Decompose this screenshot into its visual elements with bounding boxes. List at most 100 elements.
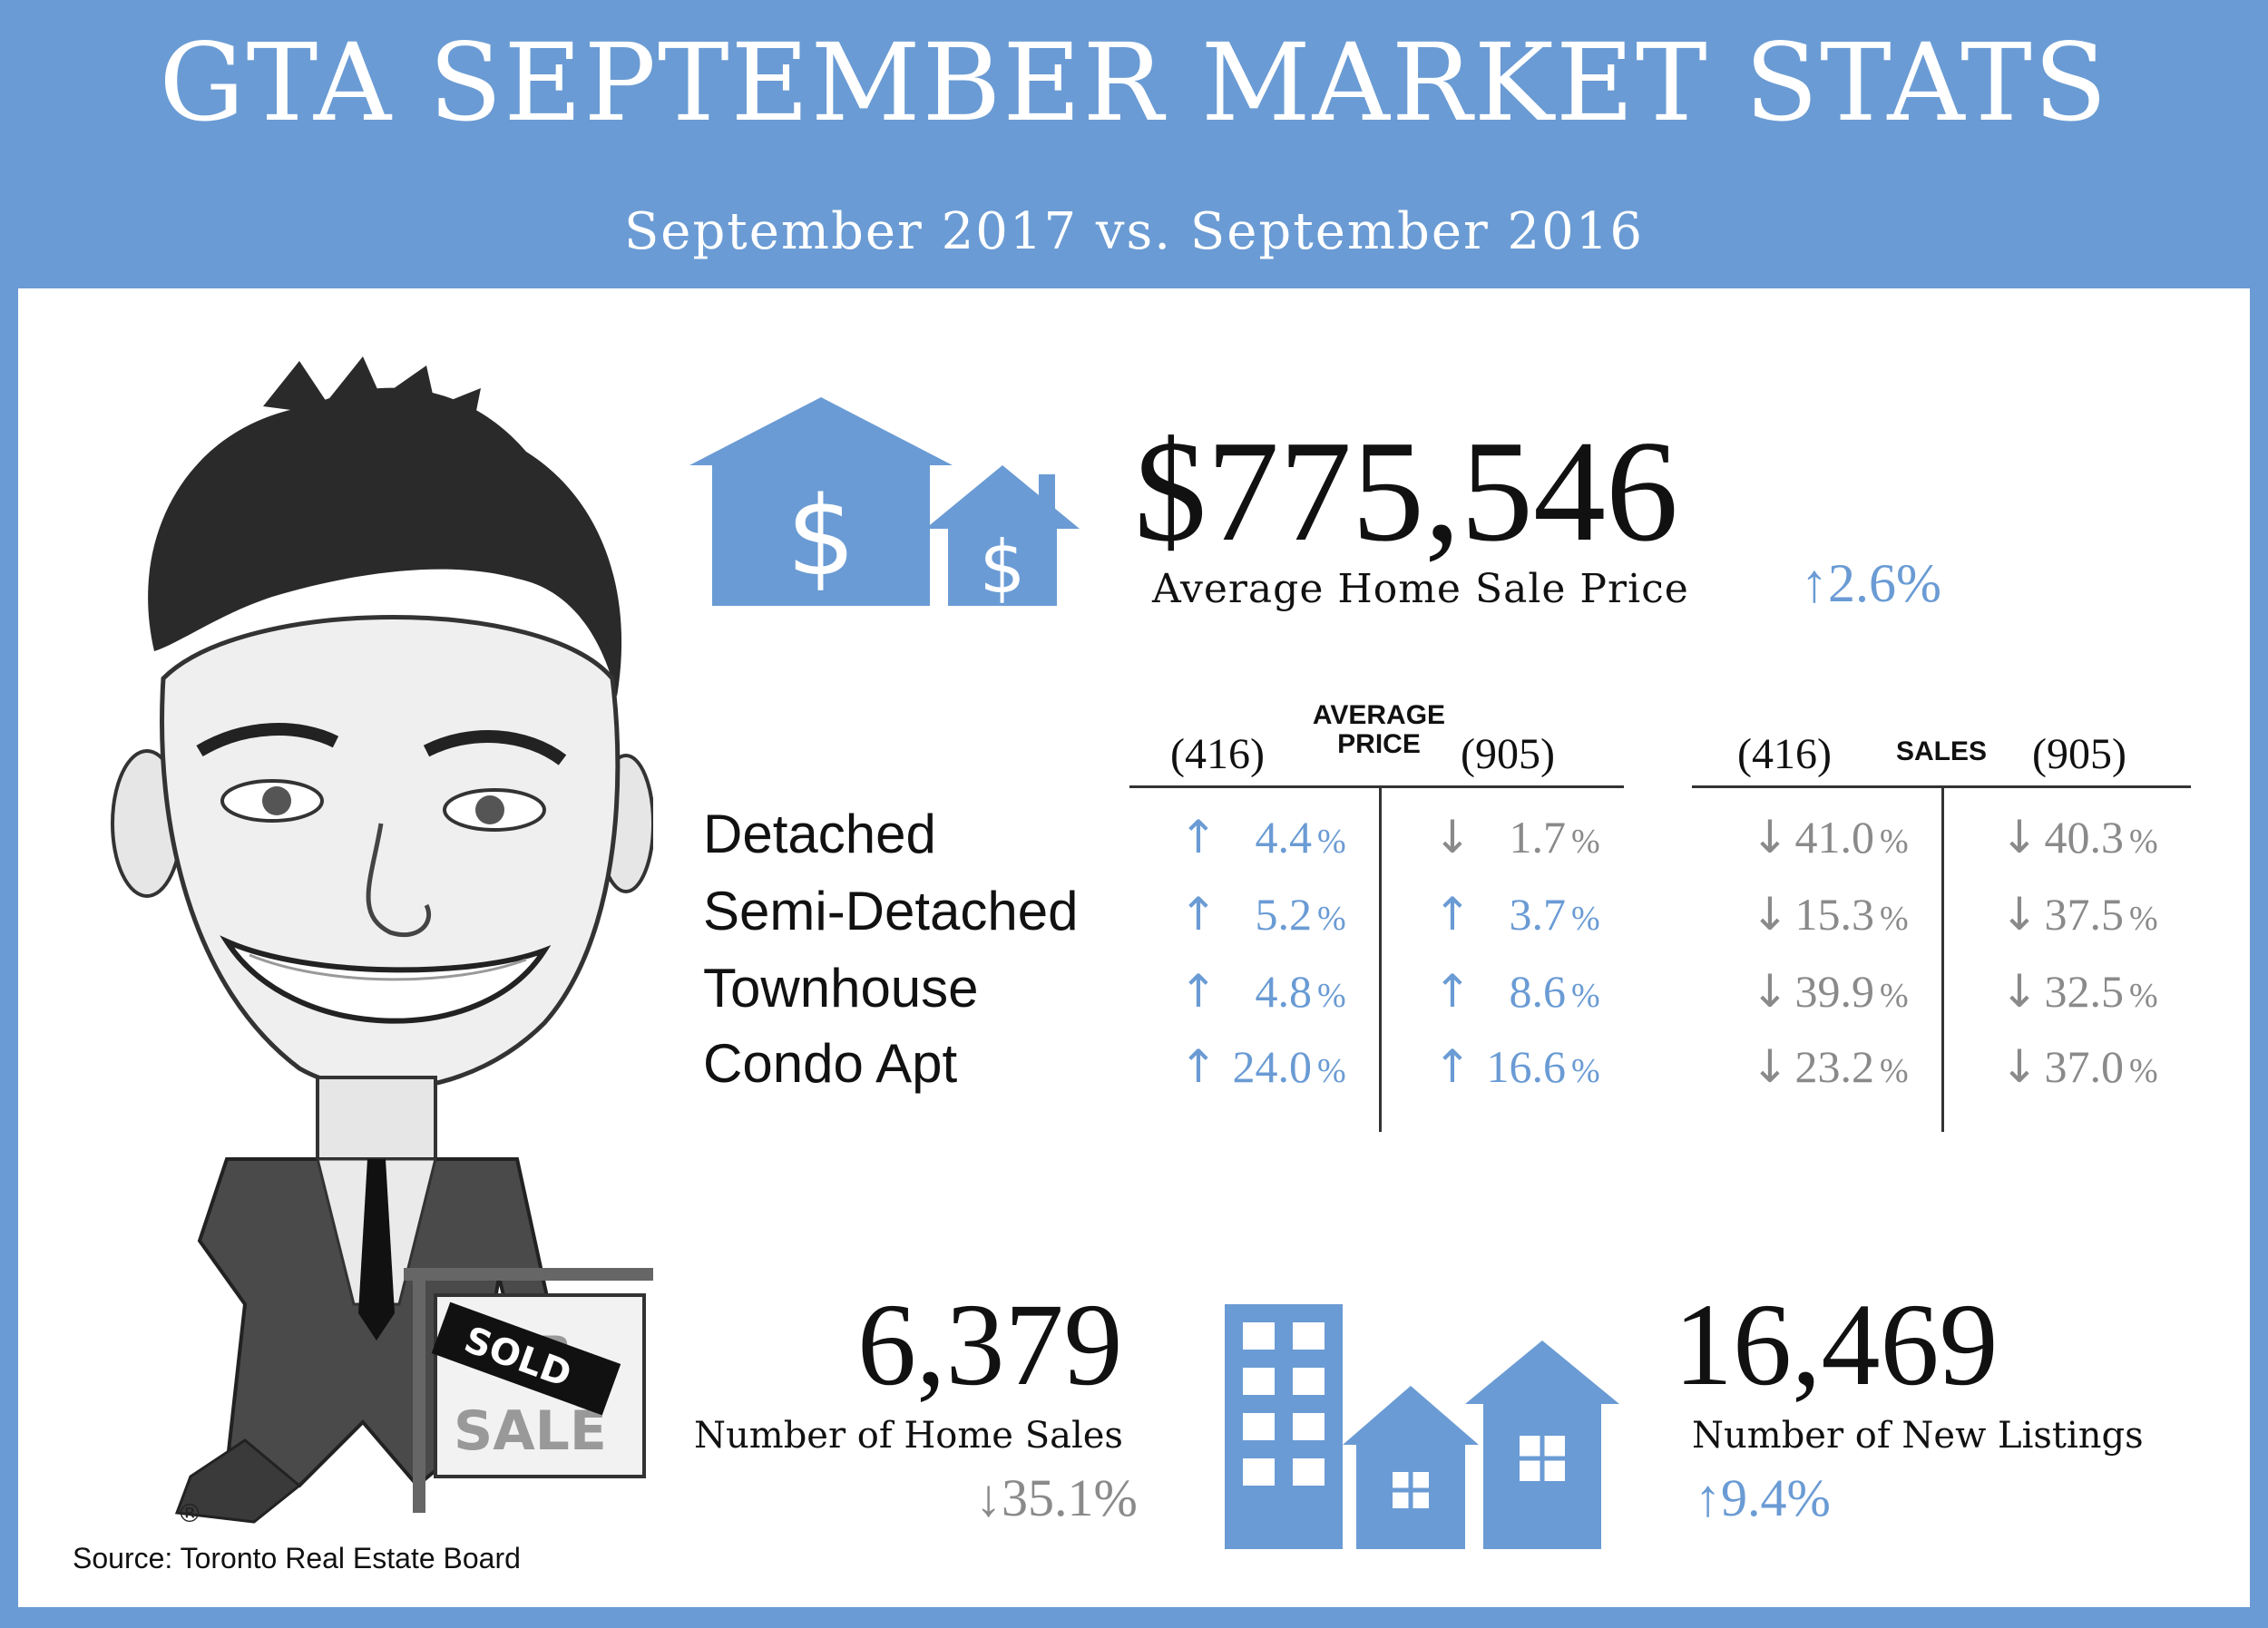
percent-symbol: % (2129, 900, 2158, 938)
up-arrow-icon: ↑ (1179, 1040, 1217, 1093)
row-label: Townhouse (703, 958, 979, 1019)
table-cell-value: 32.5 (2044, 966, 2125, 1017)
up-arrow-icon: ↑ (1179, 888, 1217, 941)
percent-symbol: % (2129, 977, 2158, 1015)
table-cell-sales-905: ↓ 32.5% (2000, 969, 2182, 1014)
table-cell-price-416: ↑ 24.0% (1179, 1044, 1365, 1089)
row-label: Condo Apt (703, 1033, 958, 1094)
table-cell-value: 4.4 (1255, 812, 1313, 863)
new-listings-label: Number of New Listings (1692, 1415, 2144, 1457)
percent-symbol: % (1317, 900, 1346, 938)
table-cell-sales-905: ↓ 40.3% (2000, 814, 2182, 860)
table-cell-value: 8.6 (1509, 966, 1567, 1017)
home-sales-change: ↓35.1% (975, 1468, 1138, 1527)
table-cell-value: 16.6 (1486, 1041, 1567, 1092)
row-label: Semi-Detached (703, 881, 1079, 941)
table-cell-sales-416: ↓ 39.9% (1751, 969, 1932, 1014)
home-sales-count: 6,379 (857, 1280, 1123, 1410)
price-table-divider (1379, 787, 1382, 1132)
svg-text:$: $ (980, 525, 1026, 606)
percent-symbol: % (2129, 823, 2158, 861)
down-arrow-icon: ↓ (1751, 811, 1789, 863)
percent-symbol: % (1317, 1052, 1346, 1090)
home-sales-label: Number of Home Sales (694, 1415, 1123, 1457)
page-subtitle: September 2017 vs. September 2016 (623, 202, 1645, 261)
new-listings-count: 16,469 (1674, 1280, 1999, 1410)
agent-caricature-illustration: FOR SALE SOLD ® (111, 356, 653, 1528)
table-cell-value: 3.7 (1509, 889, 1567, 940)
percent-symbol: % (1571, 823, 1600, 861)
down-arrow-icon: ↓ (2000, 965, 2038, 1018)
source-note: Source: Toronto Real Estate Board (73, 1542, 521, 1574)
average-sale-price: $775,546 (1134, 410, 1678, 571)
table-cell-value: 37.5 (2044, 889, 2125, 940)
table-cell-sales-416: ↓ 23.2% (1751, 1044, 1932, 1089)
up-arrow-icon: ↑ (1801, 553, 1828, 613)
table-cell-price-905: ↑ 16.6% (1433, 1044, 1619, 1089)
percent-symbol: % (1880, 900, 1909, 938)
up-arrow-icon: ↑ (1433, 1040, 1471, 1093)
average-sale-price-label: Average Home Sale Price (1152, 566, 1689, 612)
table-cell-value: 4.8 (1255, 966, 1313, 1017)
down-arrow-icon: ↓ (2000, 888, 2038, 941)
table-cell-value: 41.0 (1794, 812, 1875, 863)
down-arrow-icon: ↓ (2000, 811, 2038, 863)
table-cell-value: 23.2 (1794, 1041, 1875, 1092)
down-arrow-icon: ↓ (975, 1468, 1002, 1527)
table-cell-price-416: ↑ 4.4% (1179, 814, 1365, 860)
down-arrow-icon: ↓ (1433, 811, 1471, 863)
up-arrow-icon: ↑ (1433, 965, 1471, 1018)
buildings-icon (1225, 1304, 1619, 1549)
header-905-sales: (905) (2032, 730, 2126, 778)
houses-dollar-icon: $ $ (689, 397, 1080, 606)
percent-symbol: % (1880, 1052, 1909, 1090)
table-cell-sales-905: ↓ 37.5% (2000, 892, 2182, 937)
table-cell-value: 39.9 (1794, 966, 1875, 1017)
table-cell-price-905: ↓ 1.7% (1433, 814, 1619, 860)
percent-symbol: % (1571, 977, 1600, 1015)
table-cell-price-416: ↑ 5.2% (1179, 892, 1365, 937)
header-416-price: (416) (1170, 730, 1265, 778)
percent-symbol: % (1571, 900, 1600, 938)
page-title: GTA SEPTEMBER MARKET STATS (159, 20, 2109, 145)
percent-symbol: % (1317, 823, 1346, 861)
table-cell-value: 15.3 (1794, 889, 1875, 940)
table-cell-value: 5.2 (1255, 889, 1313, 940)
header-sales: SALES (1895, 736, 1988, 766)
header-905-price: (905) (1461, 730, 1555, 778)
percent-symbol: % (1880, 823, 1909, 861)
down-arrow-icon: ↓ (2000, 1040, 2038, 1093)
table-cell-value: 24.0 (1232, 1041, 1313, 1092)
table-cell-sales-416: ↓ 41.0% (1751, 814, 1932, 860)
percent-symbol: % (2129, 1052, 2158, 1090)
average-price-change: ↑2.6% (1801, 553, 1941, 613)
sale-sign-text: SALE (454, 1399, 607, 1463)
content-panel: FOR SALE SOLD ® $ $ $775,546 Average Hom… (18, 288, 2250, 1607)
up-arrow-icon: ↑ (1179, 965, 1217, 1018)
down-arrow-icon: ↓ (1751, 1040, 1789, 1093)
table-cell-price-905: ↑ 3.7% (1433, 892, 1619, 937)
header-416-sales: (416) (1737, 730, 1832, 778)
down-arrow-icon: ↓ (1751, 888, 1789, 941)
table-cell-sales-416: ↓ 15.3% (1751, 892, 1932, 937)
table-cell-price-905: ↑ 8.6% (1433, 969, 1619, 1014)
svg-text:®: ® (177, 1498, 202, 1528)
percent-symbol: % (1880, 977, 1909, 1015)
table-cell-price-416: ↑ 4.8% (1179, 969, 1365, 1014)
table-cell-value: 40.3 (2044, 812, 2125, 863)
down-arrow-icon: ↓ (1751, 965, 1789, 1018)
up-arrow-icon: ↑ (1179, 811, 1217, 863)
row-label: Detached (703, 804, 936, 864)
sales-table-divider (1941, 787, 1944, 1132)
sales-table-rule (1692, 785, 2191, 788)
price-table-rule (1129, 785, 1624, 788)
svg-text:$: $ (787, 474, 855, 600)
table-cell-value: 1.7 (1509, 812, 1567, 863)
percent-symbol: % (1317, 977, 1346, 1015)
table-cell-sales-905: ↓ 37.0% (2000, 1044, 2182, 1089)
up-arrow-icon: ↑ (1433, 888, 1471, 941)
new-listings-change: ↑9.4% (1695, 1468, 1831, 1527)
header-average-price: AVERAGE PRICE (1312, 700, 1446, 759)
up-arrow-icon: ↑ (1695, 1468, 1721, 1527)
